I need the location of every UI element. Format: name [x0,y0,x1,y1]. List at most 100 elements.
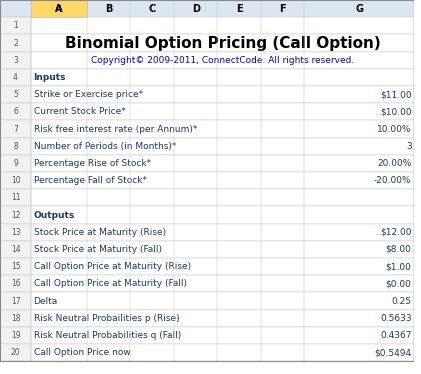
Text: Outputs: Outputs [34,211,75,220]
Bar [0,138,414,155]
Bar [0,258,31,275]
Bar [0,155,414,172]
Text: 20: 20 [11,348,20,357]
Text: Number of Periods (in Months)*: Number of Periods (in Months)* [34,142,176,151]
Text: 4: 4 [13,73,18,82]
Text: Inputs: Inputs [34,73,66,82]
Bar [0,52,414,69]
Bar [0,138,31,155]
Text: 3: 3 [406,142,412,151]
Text: B: B [105,4,112,13]
Bar [0,344,414,361]
Text: $0.00: $0.00 [386,279,412,288]
Bar [0,275,414,292]
Bar [0,310,414,327]
Bar [31,0,87,17]
Text: Percentage Fall of Stock*: Percentage Fall of Stock* [34,176,147,185]
Text: $10.00: $10.00 [380,107,412,116]
Bar [0,69,414,86]
Bar [0,258,414,275]
Bar [0,224,414,241]
Text: A: A [55,4,63,13]
Bar [0,327,31,344]
Text: Call Option Price at Maturity (Rise): Call Option Price at Maturity (Rise) [34,262,191,271]
Text: $1.00: $1.00 [386,262,412,271]
Text: 1: 1 [13,21,18,30]
Text: Copyright© 2009-2011, ConnectCode. All rights reserved.: Copyright© 2009-2011, ConnectCode. All r… [91,56,354,65]
Text: Strike or Exercise price*: Strike or Exercise price* [34,90,143,99]
Text: 0.4367: 0.4367 [380,331,412,340]
Bar [0,292,31,310]
Bar [0,120,414,138]
Bar [0,17,31,34]
Text: 2: 2 [13,39,18,47]
Text: 14: 14 [11,245,20,254]
Text: Call Option Price now: Call Option Price now [34,348,130,357]
Bar [0,0,414,17]
Text: 17: 17 [11,297,20,306]
Text: 16: 16 [11,279,20,288]
Bar [0,292,414,310]
Bar [0,34,414,52]
Bar [0,17,414,34]
Bar [0,172,414,189]
Text: 10.00%: 10.00% [377,125,412,134]
Text: 15: 15 [11,262,20,271]
Text: F: F [279,4,286,13]
Text: Risk Neutral Probabilities q (Fall): Risk Neutral Probabilities q (Fall) [34,331,181,340]
Text: 5: 5 [13,90,18,99]
Bar [0,189,414,206]
Bar [0,86,31,103]
Bar [0,275,31,292]
Text: 9: 9 [13,159,18,168]
Text: 11: 11 [11,193,20,202]
Text: Percentage Rise of Stock*: Percentage Rise of Stock* [34,159,151,168]
Text: 10: 10 [11,176,20,185]
Text: Risk free interest rate (per Annum)*: Risk free interest rate (per Annum)* [34,125,197,134]
Text: 12: 12 [11,211,20,220]
Bar [0,206,414,224]
Text: 0.25: 0.25 [392,297,412,306]
Bar [0,241,414,258]
Bar [0,103,31,120]
Text: Binomial Option Pricing (Call Option): Binomial Option Pricing (Call Option) [65,36,381,50]
Text: 0.5633: 0.5633 [380,314,412,323]
Text: E: E [236,4,242,13]
Bar [0,224,31,241]
Bar [0,189,31,206]
Text: G: G [355,4,363,13]
Bar [0,241,31,258]
Bar [0,69,31,86]
Text: 19: 19 [11,331,20,340]
Text: $12.00: $12.00 [380,228,412,237]
Text: Delta: Delta [34,297,58,306]
Text: C: C [149,4,156,13]
Bar [0,327,414,344]
Bar [0,310,31,327]
Bar [0,86,414,103]
Text: 3: 3 [13,56,18,65]
Text: $8.00: $8.00 [386,245,412,254]
Text: 6: 6 [13,107,18,116]
Text: A: A [55,4,63,13]
Bar [0,34,31,52]
Bar [0,120,31,138]
Bar [0,103,414,120]
Bar [0,344,31,361]
Bar [0,155,31,172]
Text: 7: 7 [13,125,18,134]
Bar [0,206,31,224]
Text: -20.00%: -20.00% [374,176,412,185]
Text: 13: 13 [11,228,20,237]
Text: $0.5494: $0.5494 [374,348,412,357]
Text: Call Option Price at Maturity (Fall): Call Option Price at Maturity (Fall) [34,279,187,288]
Text: Risk Neutral Probailities p (Rise): Risk Neutral Probailities p (Rise) [34,314,179,323]
Text: 8: 8 [13,142,18,151]
Text: Stock Price at Maturity (Rise): Stock Price at Maturity (Rise) [34,228,165,237]
Text: 18: 18 [11,314,20,323]
Text: D: D [192,4,200,13]
Text: Current Stock Price*: Current Stock Price* [34,107,125,116]
Text: Stock Price at Maturity (Fall): Stock Price at Maturity (Fall) [34,245,162,254]
Text: 20.00%: 20.00% [377,159,412,168]
Text: $11.00: $11.00 [380,90,412,99]
